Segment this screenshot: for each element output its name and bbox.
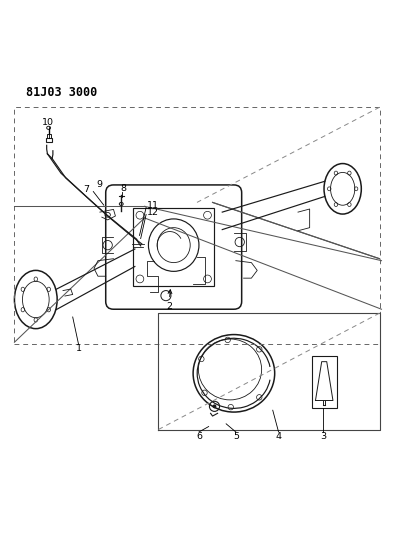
Text: 4: 4 [275,432,282,441]
Text: 10: 10 [42,118,54,127]
Bar [312,356,337,408]
Bar [45,138,52,142]
Bar [133,208,214,286]
Text: 8: 8 [120,184,126,193]
Text: 9: 9 [96,181,102,189]
Text: 81J03 3000: 81J03 3000 [26,86,97,99]
Bar [46,134,51,138]
Text: 5: 5 [233,432,239,441]
Text: 3: 3 [320,432,326,441]
Text: 7: 7 [83,185,89,194]
Circle shape [212,405,216,408]
Text: 12: 12 [147,208,158,216]
Text: 11: 11 [147,200,158,209]
Text: 1: 1 [76,344,82,352]
Text: 2: 2 [166,290,172,311]
Text: 6: 6 [196,432,202,441]
